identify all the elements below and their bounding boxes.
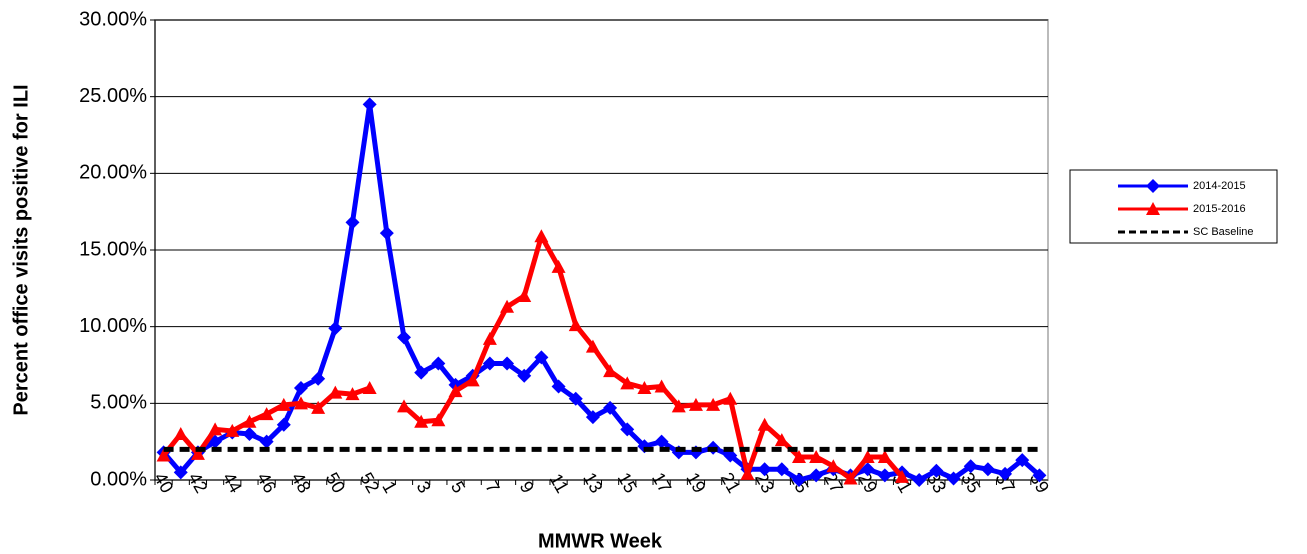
- data-point: [568, 391, 583, 406]
- data-point: [293, 396, 308, 410]
- legend-marker: [1146, 202, 1160, 215]
- data-point: [397, 399, 412, 413]
- data-point: [603, 364, 618, 378]
- data-point: [431, 413, 446, 427]
- data-point: [293, 381, 308, 395]
- data-point: [328, 385, 343, 399]
- data-point: [345, 387, 360, 401]
- data-point: [276, 397, 291, 411]
- data-point: [500, 299, 515, 313]
- y-tick-label: 25.00%: [79, 85, 147, 107]
- data-point: [809, 450, 824, 463]
- data-point: [654, 434, 669, 449]
- data-point: [448, 384, 463, 398]
- data-point: [723, 448, 738, 463]
- data-point: [895, 469, 910, 483]
- data-point: [173, 427, 188, 440]
- data-point: [877, 468, 892, 483]
- data-point: [362, 97, 377, 112]
- data-point: [620, 422, 635, 437]
- data-point: [946, 471, 961, 486]
- data-point: [774, 433, 789, 447]
- data-point: [998, 466, 1013, 481]
- data-point: [603, 400, 618, 415]
- data-point: [757, 417, 772, 431]
- data-point: [517, 368, 532, 383]
- data-point: [980, 462, 995, 477]
- data-point: [826, 459, 841, 473]
- data-point: [242, 427, 257, 441]
- data-point: [585, 410, 600, 425]
- data-point: [311, 400, 326, 414]
- series-line: [161, 101, 1042, 483]
- data-point: [757, 462, 772, 477]
- data-point: [225, 423, 240, 437]
- data-point: [414, 414, 429, 428]
- data-point: [706, 397, 721, 411]
- data-point: [431, 356, 446, 371]
- data-point: [500, 356, 515, 371]
- data-point: [379, 226, 394, 241]
- data-point: [328, 321, 343, 336]
- data-point: [723, 391, 738, 405]
- data-point: [259, 434, 274, 449]
- data-point: [568, 318, 583, 332]
- data-point: [173, 465, 188, 480]
- legend-marker: [1146, 179, 1160, 193]
- data-point: [534, 350, 549, 365]
- y-tick-label: 30.00%: [79, 8, 147, 30]
- data-point: [1032, 468, 1047, 483]
- data-point: [482, 356, 497, 371]
- data-point: [242, 414, 257, 428]
- data-point: [208, 422, 223, 436]
- data-point: [809, 468, 824, 483]
- data-point: [362, 381, 377, 394]
- y-tick-label: 5.00%: [90, 392, 147, 414]
- data-point: [585, 339, 600, 353]
- data-point: [860, 462, 875, 477]
- data-point: [414, 365, 429, 380]
- data-point: [671, 399, 686, 413]
- data-point: [877, 450, 892, 463]
- data-point: [517, 289, 532, 302]
- data-point: [397, 330, 412, 345]
- y-tick-label: 15.00%: [79, 238, 147, 260]
- data-point: [311, 371, 326, 386]
- data-point: [912, 473, 927, 487]
- data-point: [688, 397, 703, 411]
- data-point: [482, 331, 497, 345]
- data-point: [345, 215, 360, 230]
- data-point: [276, 417, 291, 432]
- legend-label: 2015-2016: [1193, 203, 1246, 215]
- data-point: [190, 446, 205, 460]
- data-point: [551, 379, 566, 394]
- data-point: [259, 407, 274, 421]
- data-point: [791, 450, 806, 463]
- data-point: [791, 473, 806, 487]
- data-point: [929, 463, 944, 478]
- y-tick-label: 10.00%: [79, 315, 147, 337]
- y-tick-label: 20.00%: [79, 162, 147, 184]
- data-point: [534, 229, 549, 243]
- data-point: [843, 471, 858, 485]
- data-point: [654, 379, 669, 393]
- y-axis-title: Percent office visits positive for ILI: [10, 84, 32, 415]
- data-point: [774, 462, 789, 477]
- data-point: [740, 466, 755, 480]
- data-point: [156, 448, 171, 462]
- legend-label: SC Baseline: [1193, 226, 1254, 238]
- legend-label: 2014-2015: [1193, 180, 1246, 192]
- data-point: [465, 373, 480, 387]
- data-point: [637, 381, 652, 394]
- data-point: [1015, 453, 1030, 468]
- data-point: [860, 450, 875, 463]
- data-point: [963, 459, 978, 474]
- data-point: [551, 259, 566, 273]
- y-tick-label: 0.00%: [90, 468, 147, 490]
- data-point: [620, 376, 635, 390]
- x-axis-title: MMWR Week: [538, 530, 663, 552]
